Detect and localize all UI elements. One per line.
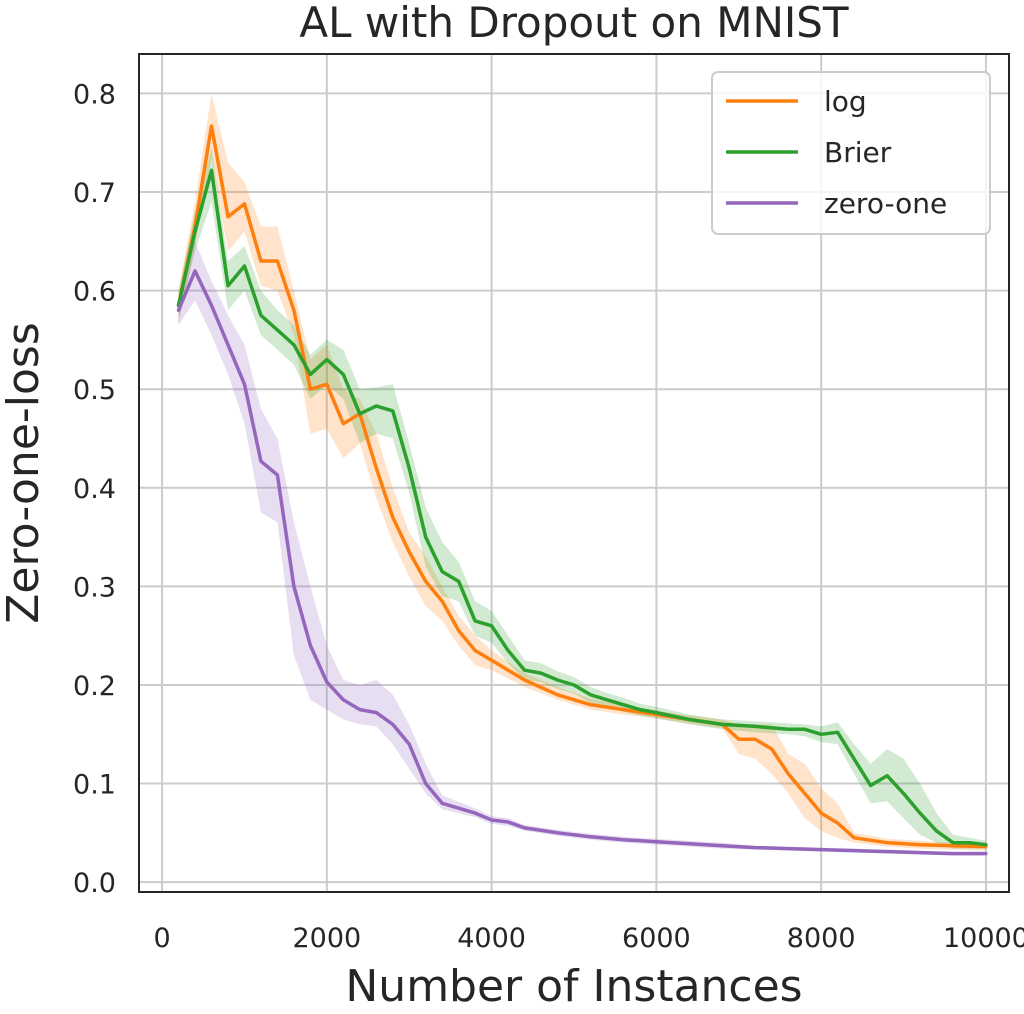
y-tick-label: 0.5 [73,375,116,406]
x-ticks: 0 2000 4000 6000 8000 10000 [153,923,1024,954]
legend: log Brier zero-one [711,71,991,235]
line-log [176,124,988,849]
legend-label-brier: Brier [824,136,892,169]
y-ticks: 0.0 0.1 0.2 0.3 0.4 0.5 0.6 0.7 0.8 [73,79,116,899]
y-axis-label: Zero-one-loss [0,322,49,624]
y-tick-label: 0.3 [73,572,116,603]
x-tick-label: 10000 [943,923,1024,954]
x-tick-label: 4000 [457,923,526,954]
y-tick-label: 0.8 [73,79,116,110]
bands [178,93,986,856]
x-tick-label: 8000 [787,923,856,954]
y-tick-label: 0.7 [73,178,116,209]
legend-label-log: log [824,85,867,118]
plot-frame [138,53,1010,893]
y-tick-label: 0.6 [73,277,116,308]
y-tick-label: 0.1 [73,770,116,801]
x-tick-label: 2000 [292,923,361,954]
y-tick-label: 0.0 [73,868,116,899]
line-brier [176,168,988,847]
legend-box [711,71,991,235]
band-zero-one [178,241,986,856]
y-tick-label: 0.4 [73,474,116,505]
x-tick-label: 0 [153,923,170,954]
y-tick-label: 0.2 [73,671,116,702]
band-log [178,93,986,851]
legend-label-zero-one: zero-one [824,187,947,220]
x-tick-label: 6000 [622,923,691,954]
line-zero-one [176,269,988,856]
chart-title: AL with Dropout on MNIST [299,0,848,47]
x-axis-label: Number of Instances [345,961,802,1012]
band-brier [178,147,986,849]
lines [176,124,988,856]
